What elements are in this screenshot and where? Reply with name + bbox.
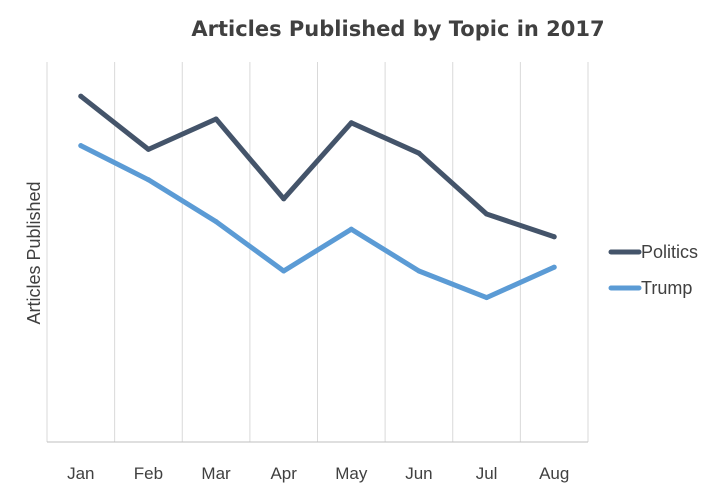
data-point-trump (281, 268, 287, 274)
chart-title: Articles Published by Topic in 2017 (191, 17, 604, 41)
data-point-politics (348, 120, 354, 126)
plot-area (46, 62, 589, 443)
series-lines (78, 93, 557, 301)
data-point-politics (213, 116, 219, 122)
data-point-politics (484, 211, 490, 217)
data-point-trump (145, 177, 151, 183)
x-tick-label: May (335, 464, 368, 483)
data-point-politics (416, 150, 422, 156)
y-axis-label: Articles Published (24, 181, 44, 324)
data-point-politics (551, 234, 557, 240)
data-point-trump (78, 143, 84, 149)
series-line-trump (78, 143, 557, 301)
x-tick-label: Jan (67, 464, 94, 483)
data-point-trump (348, 226, 354, 232)
x-tick-label: Jun (405, 464, 432, 483)
data-point-trump (416, 268, 422, 274)
x-tick-label: Apr (270, 464, 297, 483)
x-tick-label: Feb (134, 464, 163, 483)
data-point-politics (145, 146, 151, 152)
legend: Politics Trump (608, 242, 698, 298)
x-axis-tick-labels: Jan Feb Mar Apr May Jun Jul Aug (67, 464, 569, 483)
x-tick-label: Jul (476, 464, 498, 483)
data-point-trump (213, 219, 219, 225)
data-point-politics (78, 93, 84, 99)
data-point-trump (484, 295, 490, 301)
x-tick-label: Mar (201, 464, 231, 483)
x-tick-label: Aug (539, 464, 569, 483)
legend-label-politics: Politics (641, 242, 698, 262)
series-line-politics (78, 93, 557, 240)
legend-label-trump: Trump (641, 278, 692, 298)
data-point-politics (281, 196, 287, 202)
data-point-trump (551, 264, 557, 270)
